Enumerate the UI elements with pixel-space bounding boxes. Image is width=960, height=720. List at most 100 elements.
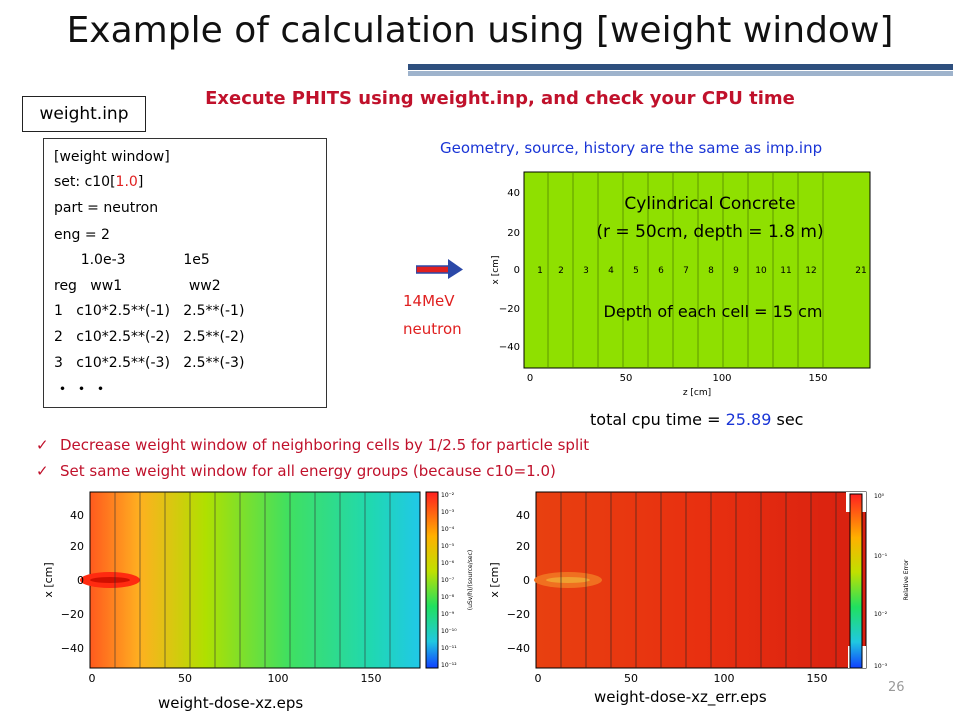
file-label: weight.inp — [22, 96, 146, 132]
y-tick: 40 — [70, 509, 84, 522]
cpu-time-value: 25.89 — [725, 410, 772, 429]
title-rule — [408, 64, 953, 70]
colorbar-tick: 10⁻² — [874, 611, 888, 618]
y-tick: 40 — [507, 188, 520, 199]
concrete-dimensions: (r = 50cm, depth = 1.8 m) — [596, 222, 824, 242]
code-line: 1 c10*2.5**(-1) 2.5**(-1) — [54, 303, 245, 319]
dose-colorbar — [425, 491, 439, 669]
y-axis-label: x [cm] — [491, 256, 501, 285]
y-tick: 20 — [507, 228, 520, 239]
title-rule-light — [408, 71, 953, 76]
y-tick: 0 — [523, 574, 530, 587]
cell-number: 6 — [658, 266, 664, 276]
x-tick: 50 — [624, 672, 638, 685]
error-plot-caption: weight-dose-xz_err.eps — [594, 688, 767, 706]
x-tick: 0 — [535, 672, 542, 685]
colorbar-tick: 10⁻⁶ — [441, 560, 455, 567]
code-value: 1.0 — [115, 174, 138, 190]
cell-number: 12 — [805, 266, 816, 276]
y-tick: −40 — [507, 642, 530, 655]
code-line: eng = 2 — [54, 227, 110, 243]
colorbar-tick: 10⁻⁵ — [441, 543, 455, 550]
cell-number: 21 — [855, 266, 866, 276]
page-title: Example of calculation using [weight win… — [66, 10, 894, 51]
cpu-time: total cpu time = 25.89 sec — [590, 410, 803, 429]
checkmark-icon: ✓ — [36, 462, 49, 480]
arrow-right-icon — [416, 259, 463, 279]
y-tick: 40 — [516, 509, 530, 522]
colorbar-tick: 10⁻¹² — [441, 662, 457, 669]
code-line: 2 c10*2.5**(-2) 2.5**(-2) — [54, 329, 245, 345]
x-tick: 150 — [807, 672, 828, 685]
cpu-time-suffix: sec — [771, 410, 804, 429]
check-text: Set same weight window for all energy gr… — [60, 462, 556, 480]
code-ellipsis: ・・・ — [54, 380, 111, 400]
cell-number: 1 — [537, 266, 543, 276]
source-particle: neutron — [403, 320, 462, 338]
y-axis-label: x [cm] — [42, 562, 55, 597]
cell-number: 8 — [708, 266, 714, 276]
x-tick: 0 — [527, 373, 533, 384]
dose-plot-caption: weight-dose-xz.eps — [158, 694, 304, 712]
x-tick: 150 — [808, 373, 827, 384]
colorbar-tick: 10⁻¹⁰ — [441, 628, 457, 635]
check-text: Decrease weight window of neighboring ce… — [60, 436, 590, 454]
code-line: part = neutron — [54, 200, 159, 216]
colorbar-tick: 10⁻⁸ — [441, 594, 455, 601]
error-colorbar — [849, 493, 863, 669]
x-tick: 100 — [712, 373, 731, 384]
source-energy: 14MeV — [403, 292, 455, 310]
check-item: ✓ Decrease weight window of neighboring c… — [36, 436, 589, 454]
check-item: ✓ Set same weight window for all energy g… — [36, 462, 556, 480]
colorbar-tick: 10⁻³ — [441, 509, 455, 516]
y-tick: 20 — [516, 540, 530, 553]
y-tick: 0 — [514, 265, 520, 276]
concrete-title: Cylindrical Concrete — [624, 194, 796, 214]
colorbar-tick: 10⁻⁹ — [441, 611, 455, 618]
code-line: set: c10[1.0] — [54, 174, 143, 190]
colorbar-tick: 10⁻² — [441, 492, 455, 499]
colorbar-tick: 10⁻¹¹ — [441, 645, 457, 652]
code-line: reg ww1 ww2 — [54, 278, 221, 294]
code-line: 3 c10*2.5**(-3) 2.5**(-3) — [54, 355, 245, 371]
y-tick: 20 — [70, 540, 84, 553]
cpu-time-prefix: total cpu time = — [590, 410, 726, 429]
colorbar-tick: 10⁻³ — [874, 663, 888, 670]
y-tick: −40 — [61, 642, 84, 655]
page-number: 26 — [888, 680, 905, 695]
y-tick: −40 — [499, 342, 520, 353]
code-line: 1.0e-3 1e5 — [54, 252, 210, 268]
cell-number: 11 — [780, 266, 791, 276]
colorbar-tick: 10⁻¹ — [874, 553, 888, 560]
code-text: ] — [137, 174, 144, 190]
x-axis-label: z [cm] — [683, 388, 711, 398]
colorbar-tick: 10⁻⁴ — [441, 526, 455, 533]
colorbar-label: (uSv/h)/(source/sec) — [467, 550, 474, 610]
y-tick: 0 — [77, 574, 84, 587]
y-tick: −20 — [507, 608, 530, 621]
y-tick: −20 — [499, 304, 520, 315]
x-tick: 100 — [268, 672, 289, 685]
cell-number: 9 — [733, 266, 739, 276]
x-tick: 50 — [178, 672, 192, 685]
error-plot: 10⁰ 10⁻¹ 10⁻² 10⁻³ Relative Error 40 20 … — [488, 491, 910, 685]
y-axis-label: x [cm] — [488, 562, 501, 597]
checkmark-icon: ✓ — [36, 436, 49, 454]
cell-number: 5 — [633, 266, 639, 276]
x-tick: 50 — [620, 373, 633, 384]
cell-depth-note: Depth of each cell = 15 cm — [603, 302, 823, 321]
geometry-plot: 1 2 3 4 5 6 7 8 9 10 11 12 21 40 20 0 −2… — [491, 171, 871, 398]
code-line: [weight window] — [54, 149, 170, 165]
cell-number: 10 — [755, 266, 767, 276]
geometry-note: Geometry, source, history are the same a… — [440, 139, 823, 157]
dose-plot: 10⁻² 10⁻³ 10⁻⁴ 10⁻⁵ 10⁻⁶ 10⁻⁷ 10⁻⁸ 10⁻⁹ … — [42, 491, 474, 685]
y-tick: −20 — [61, 608, 84, 621]
colorbar-tick: 10⁻⁷ — [441, 577, 455, 584]
concrete-region — [523, 171, 871, 369]
colorbar-tick: 10⁰ — [874, 493, 885, 500]
headline: Execute PHITS using weight.inp, and chec… — [205, 88, 795, 109]
x-tick: 100 — [714, 672, 735, 685]
cell-number: 4 — [608, 266, 614, 276]
colorbar-label: Relative Error — [903, 559, 910, 600]
x-tick: 150 — [361, 672, 382, 685]
